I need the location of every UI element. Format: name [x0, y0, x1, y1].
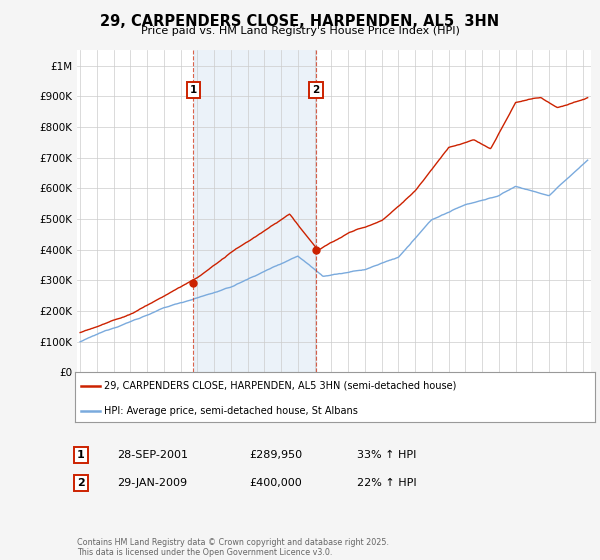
- Text: Price paid vs. HM Land Registry's House Price Index (HPI): Price paid vs. HM Land Registry's House …: [140, 26, 460, 36]
- Text: 1: 1: [190, 85, 197, 95]
- Text: 33% ↑ HPI: 33% ↑ HPI: [357, 450, 416, 460]
- Text: £289,950: £289,950: [249, 450, 302, 460]
- Text: £400,000: £400,000: [249, 478, 302, 488]
- Text: HPI: Average price, semi-detached house, St Albans: HPI: Average price, semi-detached house,…: [104, 406, 358, 416]
- Text: 1: 1: [77, 450, 85, 460]
- Text: 2: 2: [77, 478, 85, 488]
- Text: 29-JAN-2009: 29-JAN-2009: [117, 478, 187, 488]
- Text: Contains HM Land Registry data © Crown copyright and database right 2025.
This d: Contains HM Land Registry data © Crown c…: [77, 538, 389, 557]
- Text: 29, CARPENDERS CLOSE, HARPENDEN, AL5 3HN (semi-detached house): 29, CARPENDERS CLOSE, HARPENDEN, AL5 3HN…: [104, 381, 457, 391]
- Text: 28-SEP-2001: 28-SEP-2001: [117, 450, 188, 460]
- Text: 22% ↑ HPI: 22% ↑ HPI: [357, 478, 416, 488]
- Text: 29, CARPENDERS CLOSE, HARPENDEN, AL5  3HN: 29, CARPENDERS CLOSE, HARPENDEN, AL5 3HN: [100, 14, 500, 29]
- Text: 2: 2: [313, 85, 320, 95]
